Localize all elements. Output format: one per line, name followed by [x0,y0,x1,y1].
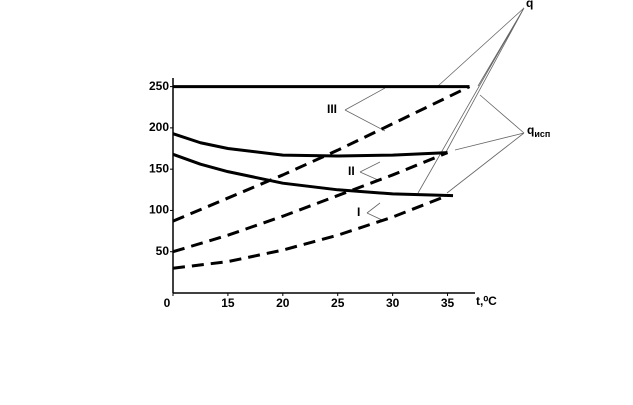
dashed-curve [172,151,449,254]
x-tick-label: 25 [331,296,345,310]
y-tick-label: 200 [149,120,169,134]
y-tick-label: 100 [149,203,169,217]
leader-lines [344,7,525,221]
x-axis-label: t,⁰C [476,294,497,308]
y-tick-label: 150 [149,161,169,175]
annotation-sub: исп [534,129,550,139]
x-tick-label: 0 [164,296,171,310]
dashed-curve [172,194,449,270]
annotation-II: II [348,164,355,178]
annotation-q: q [526,0,533,10]
dashed-curve [172,85,471,223]
x-tick-label: 35 [441,296,455,310]
annotation-q-isp: qисп [527,123,550,139]
x-tick-label: 20 [276,296,290,310]
annotation-main: q [527,123,534,137]
x-tick-label: 30 [386,296,400,310]
y-tick-label: 250 [149,79,169,93]
x-tick-label: 15 [221,296,235,310]
solid-curve [172,132,448,158]
annotation-I: I [357,205,360,219]
y-tick-label: 50 [156,244,170,258]
annotation-III: III [327,102,337,116]
solid-curve [172,152,454,198]
